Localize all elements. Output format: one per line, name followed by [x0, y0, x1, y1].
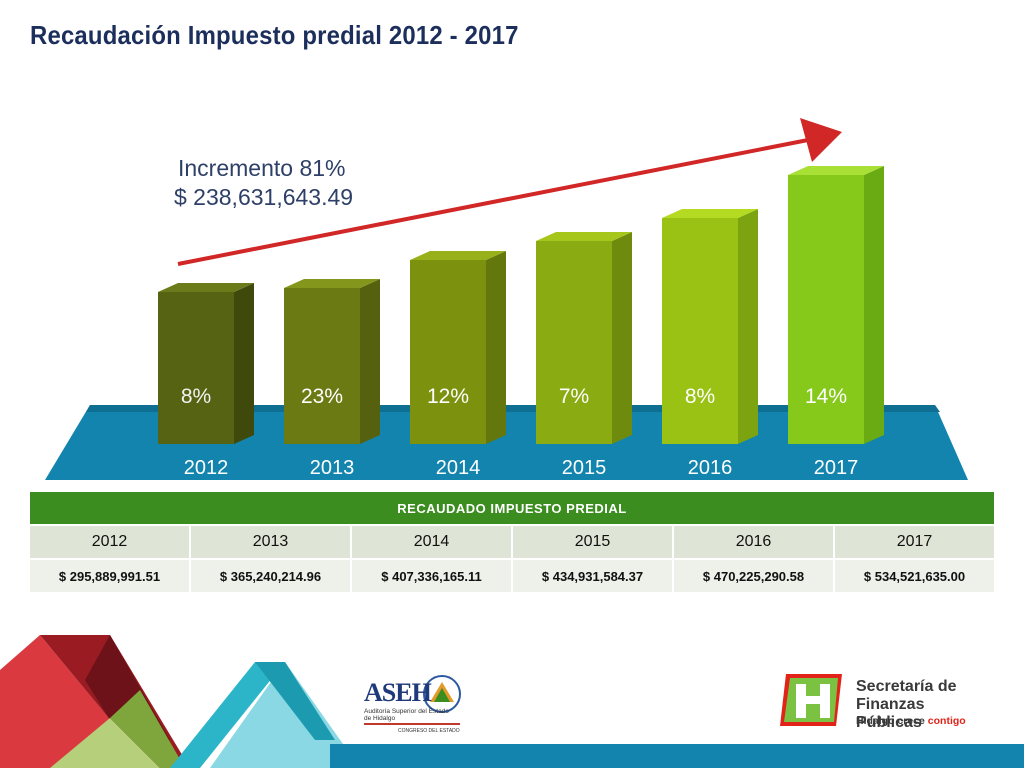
revenue-table-container: RECAUDADO IMPUESTO PREDIAL 2012 2013 201…: [28, 490, 996, 594]
aseh-name: ASEH: [364, 678, 432, 707]
bar-percent-label: 14%: [805, 385, 847, 408]
trend-arrow-shaft: [177, 138, 809, 266]
x-tick-label: 2013: [310, 457, 355, 479]
bar-percent-label: 7%: [559, 385, 589, 408]
bar-chart: 8% 23% 12% 7% 8% 14% 2012 2013 2014 2015 2016 2017…: [45, 118, 968, 480]
bar-top: [788, 166, 884, 175]
bar-percent-label: 12%: [427, 385, 469, 408]
bar-front: [788, 175, 864, 444]
bar-front: [662, 218, 738, 444]
aseh-subtitle: Auditoría Superior del Estado de Hidalgo: [364, 708, 449, 722]
year-cell: 2012: [28, 524, 191, 560]
x-tick-label: 2017: [814, 457, 859, 479]
increment-label: Incremento 81%: [178, 155, 345, 181]
bar-front: [284, 288, 360, 444]
bar-top: [536, 232, 632, 241]
x-tick-label: 2015: [562, 457, 607, 479]
deco-lightblue-triangle: [210, 662, 360, 768]
page-title: Recaudación Impuesto predial 2012 - 2017: [30, 20, 519, 50]
bar-side: [738, 209, 758, 444]
bar-top: [284, 279, 380, 288]
sfp-logo: Secretaría de Finanzas Públicas Hidalgo …: [776, 668, 991, 732]
sfp-tagline: Hidalgo crece contigo: [856, 715, 966, 727]
bar-side: [360, 279, 380, 444]
value-cell: $ 365,240,214.96: [189, 558, 352, 594]
trend-arrow: [177, 118, 842, 266]
x-tick-label: 2012: [184, 457, 229, 479]
sfp-name-line1: Secretaría de: [856, 678, 957, 695]
bar-labels-group: 8% 23% 12% 7% 8% 14%: [181, 385, 847, 408]
bars-group: [158, 166, 884, 444]
trend-arrow-head: [800, 118, 842, 162]
bar-percent-label: 23%: [301, 385, 343, 408]
bar-2013: [284, 279, 380, 444]
value-cell: $ 534,521,635.00: [833, 558, 996, 594]
bar-2014: [410, 251, 506, 444]
bar-percent-label: 8%: [181, 385, 211, 408]
table-header: RECAUDADO IMPUESTO PREDIAL: [28, 490, 996, 526]
aseh-tagline: CONGRESO DEL ESTADO: [398, 728, 460, 734]
sfp-name-line2: Finanzas Públicas: [856, 696, 925, 731]
aseh-emblem-icon: [364, 675, 461, 725]
deco-bottom-bar: [330, 744, 1024, 768]
value-row: $ 295,889,991.51 $ 365,240,214.96 $ 407,…: [28, 558, 996, 594]
year-cell: 2014: [350, 524, 513, 560]
category-labels-group: 2012 2013 2014 2015 2016 2017: [184, 457, 859, 479]
bar-front: [158, 292, 234, 444]
bar-2016: [662, 209, 758, 444]
bar-front: [536, 241, 612, 444]
value-cell: $ 434,931,584.37: [511, 558, 674, 594]
revenue-table: RECAUDADO IMPUESTO PREDIAL 2012 2013 201…: [28, 490, 996, 594]
bar-top: [410, 251, 506, 260]
bar-side: [864, 166, 884, 444]
sfp-tagline-accent: contigo: [927, 715, 966, 727]
bar-2012: [158, 283, 254, 444]
bar-side: [612, 232, 632, 444]
x-tick-label: 2016: [688, 457, 733, 479]
decorative-shapes: [0, 635, 1024, 768]
deco-green-triangle: [110, 690, 185, 768]
bar-top: [662, 209, 758, 218]
year-cell: 2015: [511, 524, 674, 560]
bar-front: [410, 260, 486, 444]
year-cell: 2017: [833, 524, 996, 560]
bar-side: [486, 251, 506, 444]
bar-2017: [788, 166, 884, 444]
x-tick-label: 2014: [436, 457, 481, 479]
increment-amount: $ 238,631,643.49: [174, 184, 353, 210]
aseh-logo: ASEH Auditoría Superior del Estado de Hi…: [360, 672, 470, 734]
year-row: 2012 2013 2014 2015 2016 2017: [28, 524, 996, 560]
value-cell: $ 470,225,290.58: [672, 558, 835, 594]
deco-right-teal: [255, 662, 335, 740]
bar-top: [158, 283, 254, 292]
year-cell: 2016: [672, 524, 835, 560]
bar-percent-label: 8%: [685, 385, 715, 408]
sfp-tagline-main: Hidalgo crece: [856, 715, 928, 727]
year-cell: 2013: [189, 524, 352, 560]
bar-2015: [536, 232, 632, 444]
sfp-h-icon: [780, 674, 842, 726]
value-cell: $ 295,889,991.51: [28, 558, 191, 594]
value-cell: $ 407,336,165.11: [350, 558, 513, 594]
deco-lightgreen-triangle: [50, 718, 160, 768]
bar-side: [234, 283, 254, 444]
deco-teal-band: [170, 662, 285, 768]
